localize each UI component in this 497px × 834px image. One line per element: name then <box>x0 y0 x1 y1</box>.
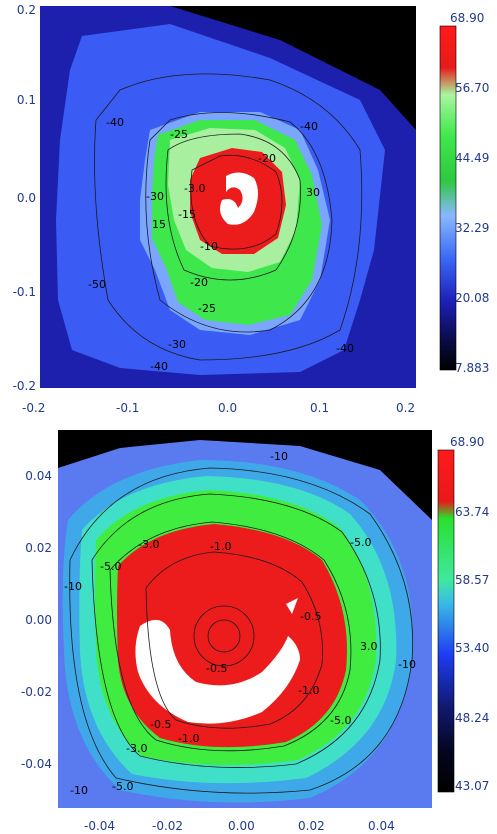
top-colorbar-tick-label: 56.70 <box>455 81 489 95</box>
bottom-y-axis: 0.04 0.02 0.00 -0.02 -0.04 <box>21 469 52 771</box>
top-colorbar-tick-label: 68.90 <box>450 11 484 25</box>
top-contour-label: -30 <box>168 338 186 351</box>
top-contour-label: -20 <box>190 276 208 289</box>
bottom-contour-label: -1.0 <box>178 732 199 745</box>
top-y-tick-label: 0.2 <box>17 3 36 17</box>
top-contour-30 <box>145 112 333 333</box>
top-contour-label: -25 <box>170 128 188 141</box>
top-red-region <box>190 148 286 254</box>
bottom-contour-label: -1.0 <box>210 540 231 553</box>
top-contour-10 <box>190 154 283 250</box>
bottom-contour-label: -0.5 <box>150 718 171 731</box>
bottom-contour-label: -0.5 <box>300 610 321 623</box>
bottom-colorbar-tick-label: 58.57 <box>455 573 489 587</box>
top-x-tick-label: 0.1 <box>310 401 329 415</box>
bottom-contour-label: -5.0 <box>330 714 351 727</box>
top-contour-label: -10 <box>200 240 218 253</box>
top-colorbar-tick-label: 20.08 <box>455 291 489 305</box>
top-colorbar-tick-label: 32.29 <box>455 221 489 235</box>
bottom-contour-label: -10 <box>64 580 82 593</box>
top-x-tick-label: 0.0 <box>218 401 237 415</box>
top-contour-labels: -40 -40 -25 -20 -30 30 -3.0 -15 -10 15 -… <box>88 116 354 373</box>
bottom-y-tick-label: 0.02 <box>25 541 52 555</box>
bottom-contour-center <box>207 619 241 653</box>
bottom-contour-label: -3.0 <box>138 538 159 551</box>
bottom-contour-label: -5.0 <box>112 780 133 793</box>
top-contour-label: -40 <box>106 116 124 129</box>
top-colorbar-tick-label: 7.883 <box>455 361 489 375</box>
top-colorbar-gradient <box>439 25 457 371</box>
bottom-y-tick-label: 0.04 <box>25 469 52 483</box>
top-contour-label: 30 <box>306 186 320 199</box>
bottom-contour-label: -0.5 <box>206 662 227 675</box>
top-y-tick-label: -0.2 <box>13 379 36 393</box>
bottom-colorbar-tick-label: 68.90 <box>450 435 484 449</box>
bottom-contour-label: -1.0 <box>298 684 319 697</box>
top-color-field <box>40 6 416 388</box>
top-contour-label: -40 <box>336 342 354 355</box>
bottom-core-tip <box>286 598 298 614</box>
top-contour-40 <box>94 73 363 361</box>
top-contour-label: -20 <box>258 152 276 165</box>
bottom-x-tick-label: 0.02 <box>298 819 325 833</box>
bottom-y-tick-label: 0.00 <box>25 613 52 627</box>
bottom-y-tick-label: -0.04 <box>21 757 52 771</box>
top-y-axis: 0.2 0.1 0.0 -0.1 -0.2 <box>13 3 36 393</box>
top-heatmap-panel: -40 -40 -25 -20 -30 30 -3.0 -15 -10 15 -… <box>13 3 490 415</box>
bottom-contour-label: -5.0 <box>350 536 371 549</box>
top-contour-20 <box>165 133 301 281</box>
top-contour-lines <box>94 73 363 361</box>
bottom-x-tick-label: -0.02 <box>152 819 183 833</box>
bottom-contour-label: -10 <box>398 658 416 671</box>
bottom-x-tick-label: -0.04 <box>84 819 115 833</box>
top-colorbar: 68.90 56.70 44.49 32.29 20.08 7.883 <box>439 11 489 375</box>
top-y-tick-label: -0.1 <box>13 285 36 299</box>
bottom-color-field <box>58 440 432 808</box>
top-colorbar-tick-label: 44.49 <box>455 151 489 165</box>
bottom-contour-labels: -10 -3.0 -1.0 -5.0 -10 -5.0 -0.5 3.0 -10… <box>64 450 416 797</box>
top-contour-label: -50 <box>88 278 106 291</box>
top-core-region <box>220 172 258 225</box>
bottom-contour-1 <box>145 551 323 729</box>
top-y-tick-label: 0.1 <box>17 93 36 107</box>
bottom-colorbar-tick-label: 63.74 <box>455 505 489 519</box>
top-contour-label: -25 <box>198 302 216 315</box>
top-x-tick-label: -0.1 <box>116 401 139 415</box>
bottom-contour-label: -3.0 <box>126 742 147 755</box>
top-contour-label: -40 <box>150 360 168 373</box>
top-x-tick-label: 0.2 <box>396 401 415 415</box>
bottom-contour-label: 3.0 <box>360 640 378 653</box>
bottom-x-axis: -0.04 -0.02 0.00 0.02 0.04 <box>84 819 395 833</box>
bottom-contour-label: -10 <box>70 784 88 797</box>
top-x-axis: -0.2 -0.1 0.0 0.1 0.2 <box>22 401 415 415</box>
top-y-tick-label: 0.0 <box>17 191 36 205</box>
bottom-contour-3 <box>109 521 352 752</box>
bottom-colorbar-gradient <box>437 449 455 793</box>
bottom-contour-10 <box>69 467 414 794</box>
bottom-core-region <box>135 619 300 724</box>
bottom-y-tick-label: -0.02 <box>21 685 52 699</box>
bottom-x-tick-label: 0.00 <box>228 819 255 833</box>
top-contour-label: -3.0 <box>184 182 205 195</box>
bottom-x-tick-label: 0.04 <box>368 819 395 833</box>
top-contour-label: -30 <box>146 190 164 203</box>
top-contour-label: -15 <box>178 208 196 221</box>
bottom-colorbar-tick-label: 53.40 <box>455 641 489 655</box>
bottom-colorbar-tick-label: 43.07 <box>455 779 489 793</box>
top-contour-label: 15 <box>152 218 166 231</box>
bottom-contour-label: -5.0 <box>100 560 121 573</box>
bottom-colorbar-tick-label: 48.24 <box>455 711 489 725</box>
bottom-heatmap-panel: -10 -3.0 -1.0 -5.0 -10 -5.0 -0.5 3.0 -10… <box>21 430 489 833</box>
bottom-contour-lines <box>69 467 414 794</box>
bottom-contour-label: -10 <box>270 450 288 463</box>
bottom-colorbar: 68.90 63.74 58.57 53.40 48.24 43.07 <box>437 435 489 793</box>
top-x-tick-label: -0.2 <box>22 401 45 415</box>
top-contour-label: -40 <box>300 120 318 133</box>
bottom-contour-5 <box>91 493 381 768</box>
bottom-contour-center-outer <box>193 605 255 667</box>
